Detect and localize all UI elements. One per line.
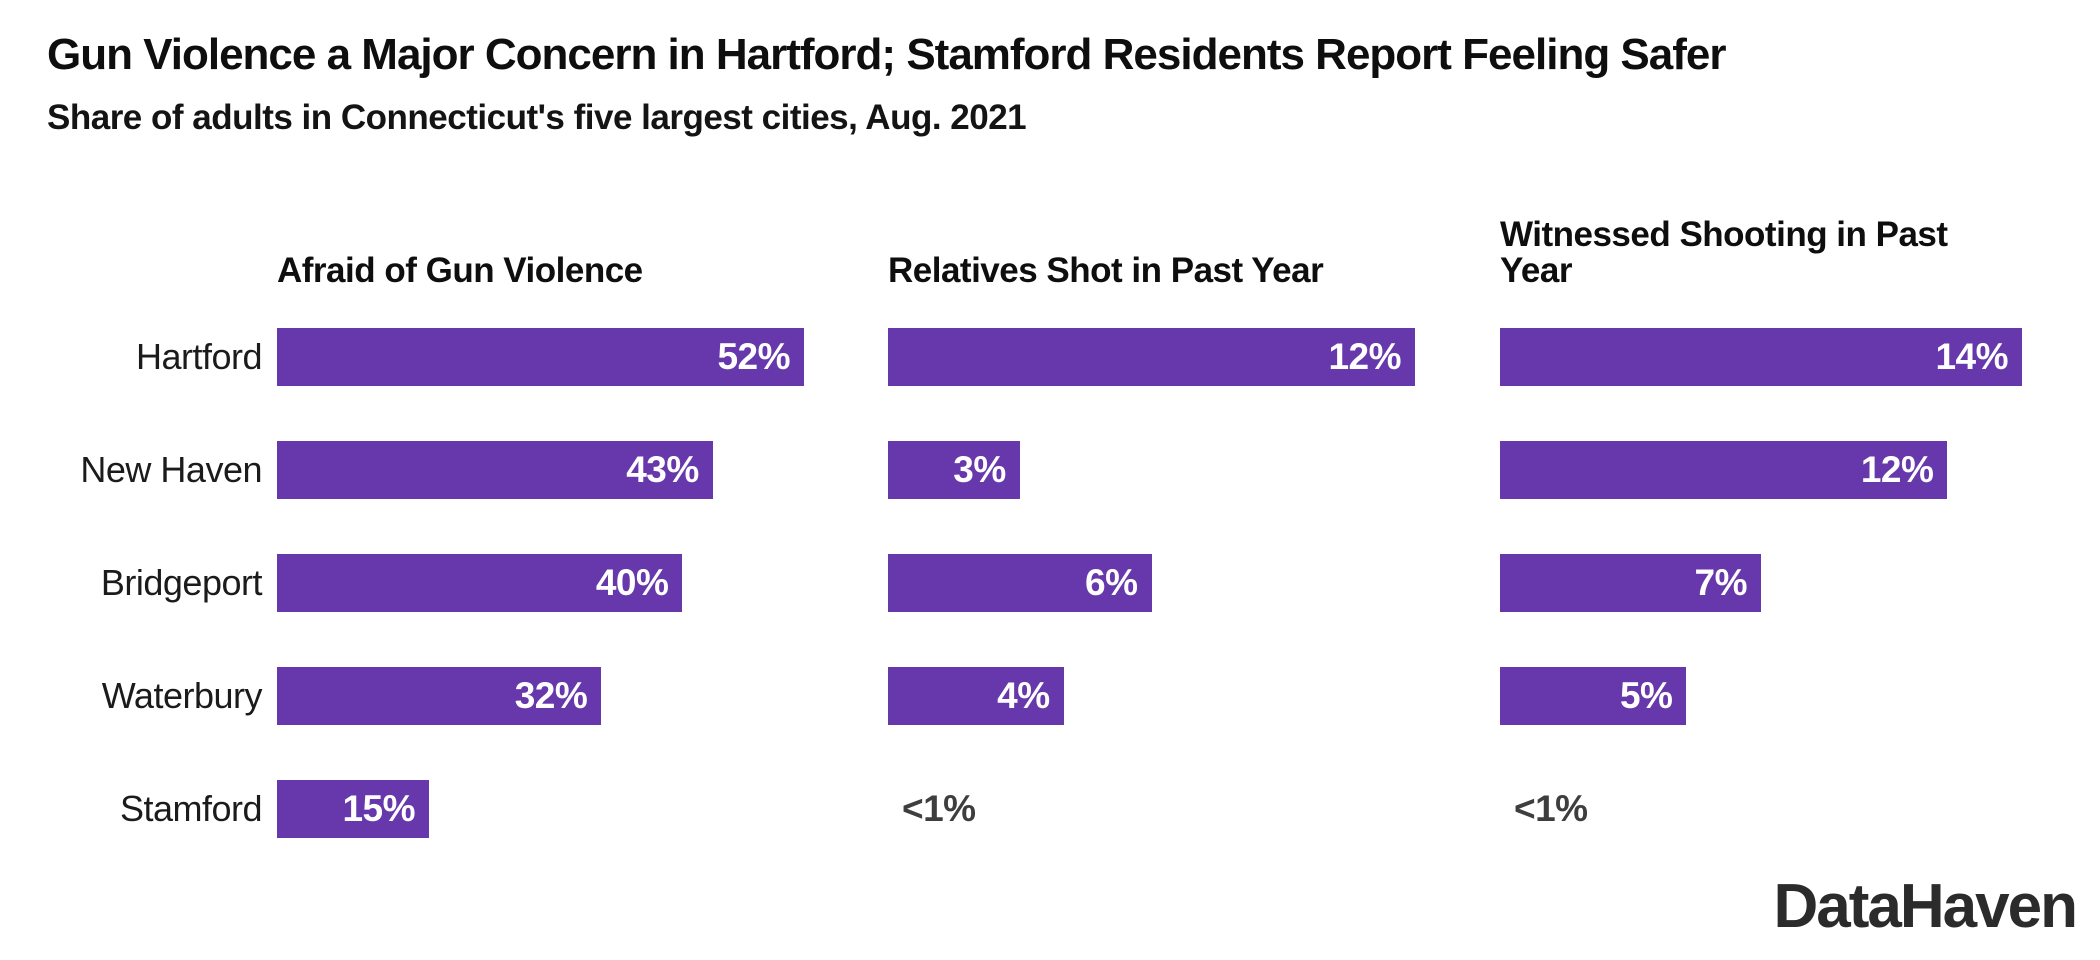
bar-rows: 52% 43% 40% 32% 15% [277,328,804,838]
bar-stamford: 15% [277,780,430,838]
bar-bridgeport: 6% [888,554,1152,612]
bar-waterbury: 4% [888,667,1064,725]
bar-row: 4% [888,667,1415,725]
city-labels: Hartford New Haven Bridgeport Waterbury Stam… [0,328,262,838]
category-label: Bridgeport [100,562,263,603]
bar-value-label: 6% [1085,562,1138,603]
bar-row: 15% [277,780,804,838]
bar-value-label: 4% [997,675,1050,716]
bar-new-haven: 43% [277,441,713,499]
bar-row: 14% [1500,328,2022,386]
bar-value-label: 14% [1935,336,2008,377]
bar-value-label: 5% [1619,675,1673,716]
datahaven-logo: DataHaven [1773,872,2078,941]
bar-value-label: 7% [1694,562,1748,603]
bar-hartford: 52% [277,328,804,386]
category-label: Waterbury [101,675,263,716]
bar-row: 12% [1500,441,2022,499]
panel-title: Witnessed Shooting in Past Year [1500,214,1948,291]
bar-value-label: 40% [595,562,669,603]
panel-title: Relatives Shot in Past Year [888,251,1324,291]
bar-value-label-under-one-percent: <1% [1514,788,1588,829]
bar-row: 52% [277,328,804,386]
bar-value-label: 15% [342,788,416,829]
bar-value-label: 12% [1860,449,1934,490]
bar-hartford: 12% [888,328,1415,386]
category-label: Hartford [135,336,263,377]
bar-row: 7% [1500,554,2022,612]
panel-title-box: Witnessed Shooting in Past Year [1500,170,2022,328]
bar-row: 32% [277,667,804,725]
panel-afraid-of-gun-violence: Afraid of Gun Violence 52% 43% 40% 32% 15% [277,170,804,838]
bar-row: 12% [888,328,1415,386]
bar-row: 5% [1500,667,2022,725]
bar-waterbury: 32% [277,667,602,725]
bar-rows: 14% 12% 7% 5% <1% [1500,328,2022,838]
bar-bridgeport: 40% [277,554,683,612]
panel-title-box: Relatives Shot in Past Year [888,170,1415,328]
bar-row: 6% [888,554,1415,612]
page-subtitle: Share of adults in Connecticut's five la… [47,98,1027,137]
category-label: New Haven [80,449,262,490]
bar-bridgeport: 7% [1500,554,1761,612]
bar-value-label: 52% [717,336,790,377]
bar-row: 40% [277,554,804,612]
bar-value-label: 32% [514,675,588,716]
bar-row: 43% [277,441,804,499]
panel-title: Afraid of Gun Violence [277,251,643,291]
bar-value-label: 12% [1328,336,1401,377]
bar-row: <1% [1500,780,2022,838]
bar-waterbury: 5% [1500,667,1687,725]
category-label: Stamford [119,788,263,829]
bar-hartford: 14% [1500,328,2022,386]
bar-row: 3% [888,441,1415,499]
bar-new-haven: 3% [888,441,1020,499]
panel-witnessed-shooting: Witnessed Shooting in Past Year 14% 12% 7%… [1500,170,2022,838]
bar-value-label: 43% [626,449,699,490]
page-title: Gun Violence a Major Concern in Hartford… [47,30,1726,79]
bar-row: <1% [888,780,1415,838]
bar-new-haven: 12% [1500,441,1948,499]
bar-rows: 12% 3% 6% 4% <1% [888,328,1415,838]
bar-value-label: 3% [953,449,1006,490]
bar-value-label-under-one-percent: <1% [902,788,976,829]
panel-title-box: Afraid of Gun Violence [277,170,804,328]
panel-relatives-shot: Relatives Shot in Past Year 12% 3% 6% 4% <1% [888,170,1415,838]
